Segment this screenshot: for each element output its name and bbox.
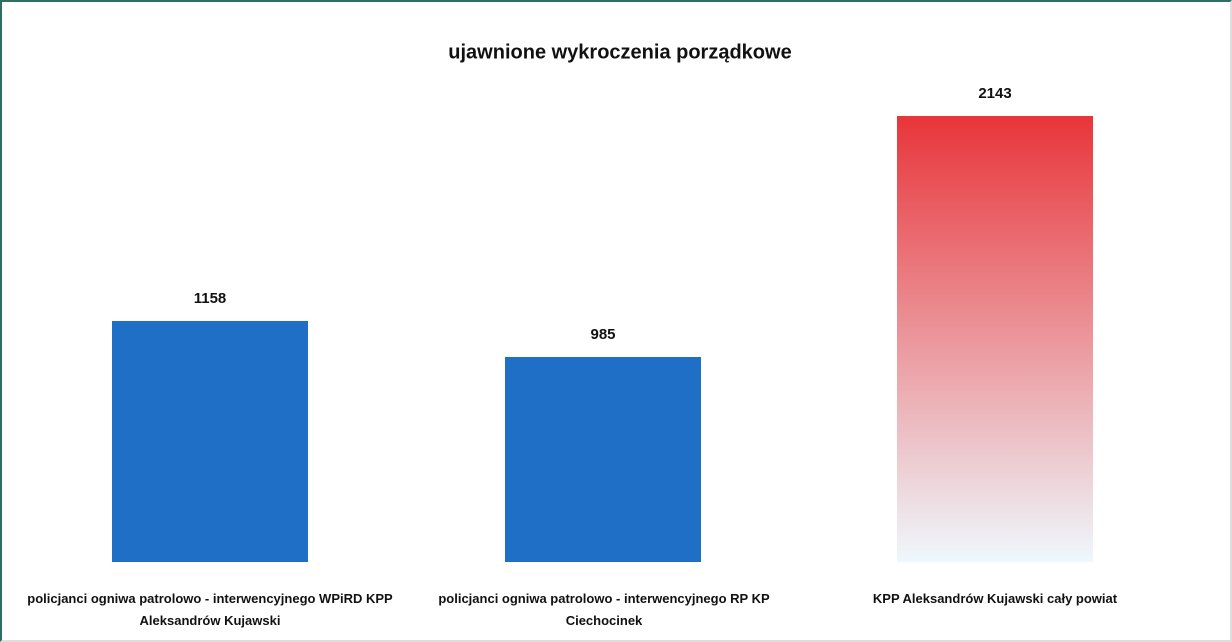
category-label: policjanci ogniwa patrolowo - interwency…: [438, 591, 770, 628]
bar: [897, 116, 1093, 562]
category-label: KPP Aleksandrów Kujawski cały powiat: [872, 591, 1118, 606]
bar: [112, 320, 308, 562]
category-label: policjanci ogniwa patrolowo - interwency…: [27, 591, 393, 628]
data-label: 985: [590, 326, 615, 343]
data-label: 1158: [194, 290, 227, 307]
data-label: 2143: [978, 85, 1011, 102]
bar: [505, 357, 701, 562]
chart-title: ujawnione wykroczenia porządkowe: [448, 41, 791, 63]
